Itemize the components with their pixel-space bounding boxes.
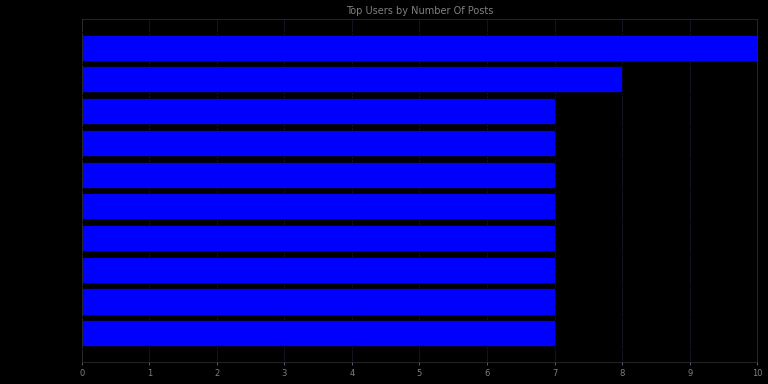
Bar [81,320,554,346]
Bar [81,162,554,188]
Text: 7: 7 [544,265,549,274]
Title: Top Users by Number Of Posts: Top Users by Number Of Posts [346,5,493,16]
Bar [81,225,554,251]
Bar [81,193,554,219]
Bar [81,98,554,124]
Bar [81,257,554,283]
Text: 10: 10 [740,43,752,52]
Text: 8: 8 [611,75,617,84]
Bar [81,66,622,93]
Text: 7: 7 [544,170,549,179]
Text: 7: 7 [544,297,549,306]
Text: 7: 7 [544,233,549,243]
Text: 7: 7 [544,107,549,116]
Bar [81,288,554,314]
Text: 7: 7 [544,138,549,147]
Bar [81,130,554,156]
Text: 7: 7 [544,329,549,338]
Bar [81,35,757,61]
Text: 7: 7 [544,202,549,211]
